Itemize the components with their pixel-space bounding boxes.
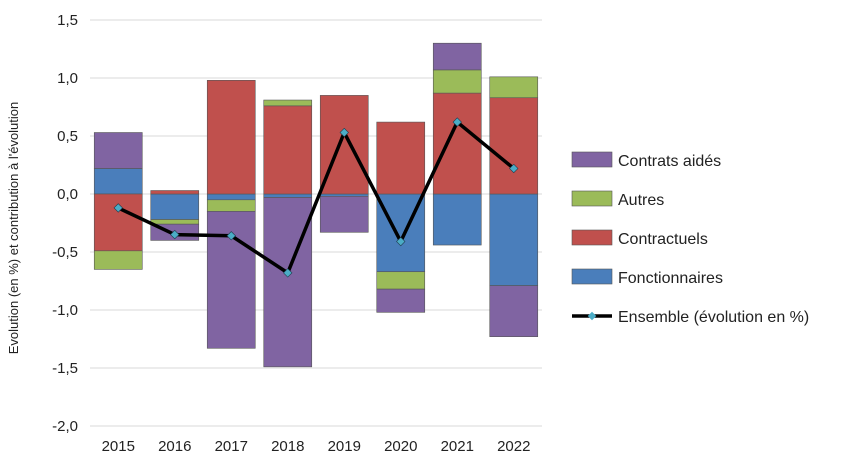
bar-autres-2020 — [376, 271, 426, 290]
bar-contrats-aid-s-2015 — [93, 132, 143, 169]
y-tick-label: 0,5 — [57, 128, 78, 145]
y-tick-label: 1,5 — [57, 12, 78, 29]
bar-contrats-aid-s-2021 — [432, 42, 482, 71]
bar-contractuels-2017 — [206, 80, 256, 195]
bar-contractuels-2015 — [93, 193, 143, 252]
bar-contrats-aid-s-2018 — [263, 197, 313, 368]
bar-autres-2022 — [489, 76, 539, 99]
bar-fonctionnaires-2015 — [93, 168, 143, 195]
bars-layer — [93, 42, 539, 368]
bar-fonctionnaires-2022 — [489, 193, 539, 286]
total-point-2022 — [509, 163, 519, 174]
y-tick-label: 0,0 — [57, 186, 78, 203]
total-point-2016 — [170, 229, 180, 240]
bar-autres-2021 — [432, 69, 482, 94]
line-layer — [113, 117, 519, 278]
bar-contractuels-2016 — [150, 190, 200, 195]
bar-contractuels-2022 — [489, 97, 539, 195]
legend-label: Contrats aidés — [618, 153, 721, 170]
bar-fonctionnaires-2021 — [432, 193, 482, 246]
bar-contractuels-2020 — [376, 121, 426, 195]
x-tick-label: 2022 — [497, 438, 530, 455]
y-tick-label: -1,5 — [52, 360, 78, 377]
total-point-2018 — [283, 268, 293, 278]
axis-layer: -2,0 -1,5 -1,0 -0,5 0,0 0,5 1,0 1,5 2015 2016 2017… — [52, 12, 530, 455]
legend-label: Contractuels — [618, 231, 708, 248]
legend-marker-total — [587, 311, 597, 321]
x-tick-label: 2015 — [102, 438, 135, 455]
legend: Contrats aidés Autres Contractuels Fonction… — [571, 151, 809, 326]
bar-contractuels-2018 — [263, 105, 313, 195]
legend-label: Autres — [618, 192, 664, 209]
y-tick-label: -0,5 — [52, 244, 78, 261]
legend-swatch-contractuels — [571, 229, 613, 246]
total-point-2021 — [452, 117, 462, 127]
bar-fonctionnaires-2016 — [150, 193, 200, 220]
y-tick-label: -1,0 — [52, 302, 78, 319]
bar-autres-2016 — [150, 219, 200, 225]
y-axis-title: Evolution (en %) et contribution à l'évo… — [6, 102, 21, 355]
bar-fonctionnaires-2019 — [319, 193, 369, 197]
legend-label: Ensemble (évolution en %) — [618, 309, 809, 326]
bar-contrats-aid-s-2020 — [376, 288, 426, 313]
bar-autres-2018 — [263, 99, 313, 107]
bar-contrats-aid-s-2022 — [489, 285, 539, 337]
legend-swatch-autres — [571, 190, 613, 207]
x-tick-label: 2021 — [441, 438, 474, 455]
bar-autres-2015 — [93, 250, 143, 270]
bar-fonctionnaires-2017 — [206, 193, 256, 201]
total-point-2019 — [339, 127, 349, 138]
bar-autres-2017 — [206, 199, 256, 212]
total-line — [117, 120, 515, 275]
bar-fonctionnaires-2018 — [263, 193, 313, 198]
total-point-2020 — [396, 236, 406, 247]
x-tick-label: 2016 — [158, 438, 191, 455]
x-tick-label: 2020 — [384, 438, 417, 455]
legend-swatch-fonctionnaires — [571, 268, 613, 285]
legend-label: Fonctionnaires — [618, 270, 723, 287]
x-tick-label: 2019 — [328, 438, 361, 455]
total-point-2017 — [226, 231, 236, 241]
legend-swatch-contrats-aid-s — [571, 151, 613, 168]
y-tick-label: -2,0 — [52, 418, 78, 435]
y-tick-label: 1,0 — [57, 70, 78, 87]
bar-contrats-aid-s-2019 — [319, 196, 369, 233]
x-tick-label: 2018 — [271, 438, 304, 455]
total-point-2015 — [113, 203, 123, 213]
x-tick-label: 2017 — [215, 438, 248, 455]
bar-contractuels-2019 — [319, 95, 369, 195]
bar-contractuels-2021 — [432, 92, 482, 195]
